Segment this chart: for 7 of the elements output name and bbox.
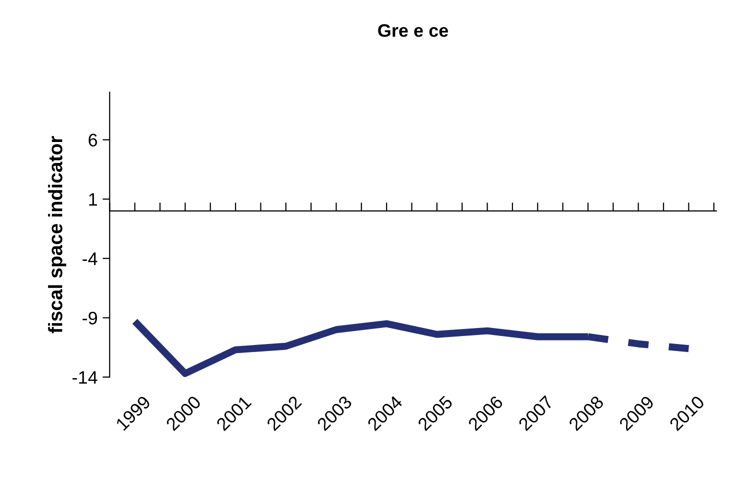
y-tick-label: 1 bbox=[89, 193, 97, 206]
y-axis-title: fiscal space indicator bbox=[48, 136, 66, 334]
y-tick-label: -9 bbox=[82, 312, 97, 324]
y-tick-label: 6 bbox=[88, 134, 98, 146]
y-tick-label: -14 bbox=[72, 371, 98, 384]
chart-title: Gre e ce bbox=[378, 24, 448, 37]
y-tick-label: -4 bbox=[82, 252, 98, 265]
